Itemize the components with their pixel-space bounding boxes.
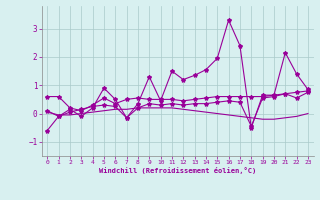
- X-axis label: Windchill (Refroidissement éolien,°C): Windchill (Refroidissement éolien,°C): [99, 167, 256, 174]
